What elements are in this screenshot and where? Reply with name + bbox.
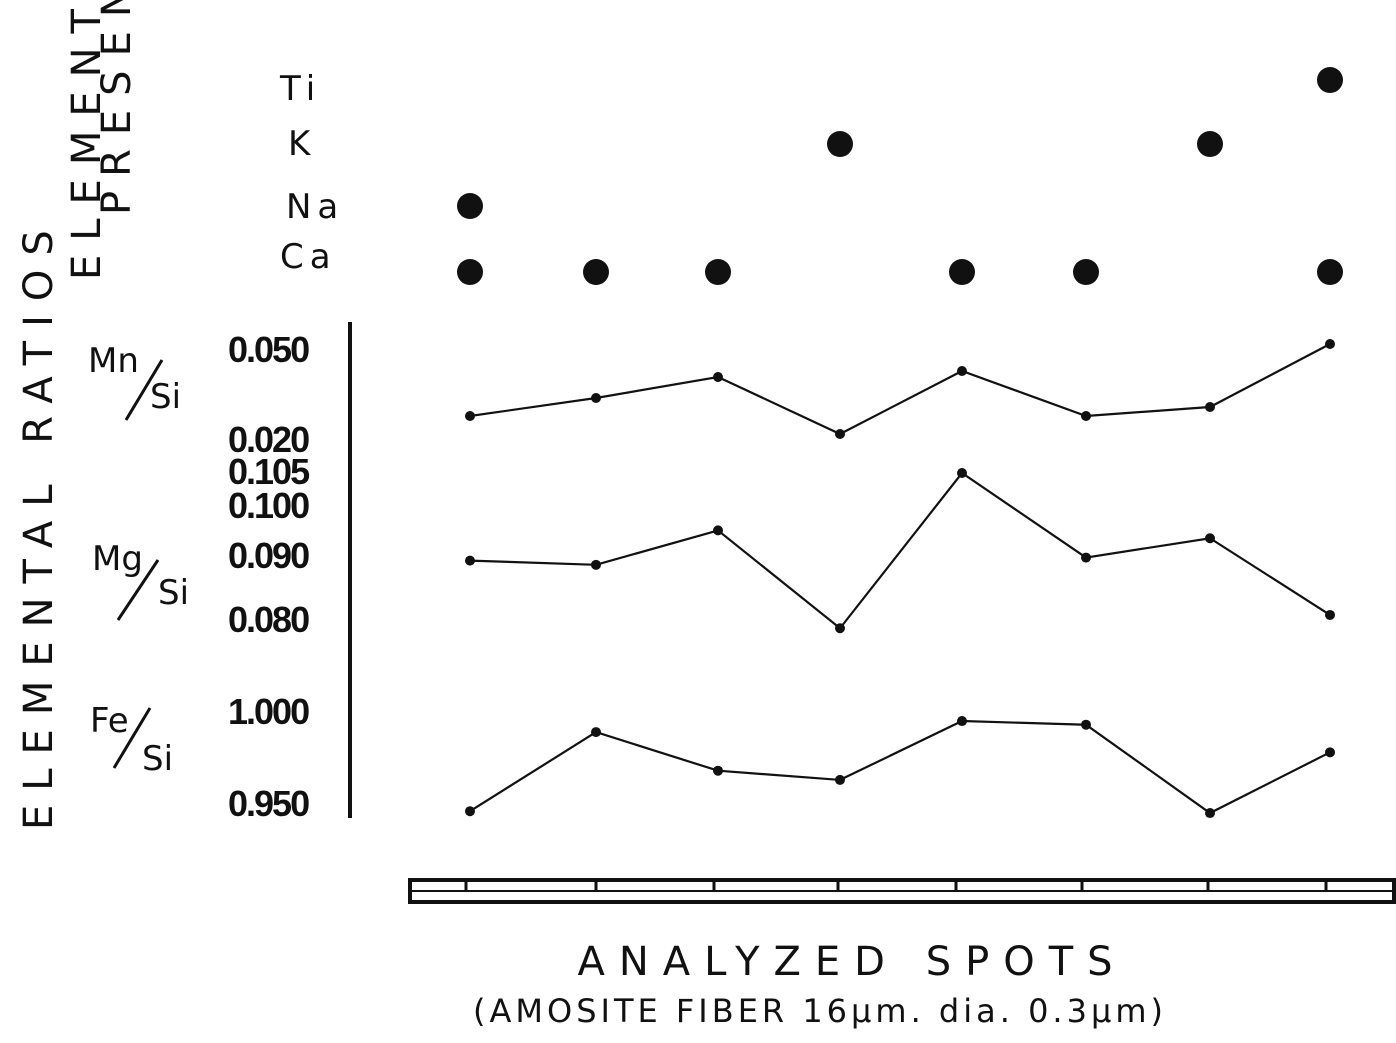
ratio-num-mn: Mn xyxy=(88,341,139,381)
y-axis-title: ELEMENTAL RATIOS xyxy=(16,216,62,830)
tick-mg-0080: 0.080 xyxy=(228,599,309,640)
data-point-mn-spot-2 xyxy=(591,393,601,403)
ratio-num-mg: Mg xyxy=(92,539,143,579)
element-dot-k-spot-7 xyxy=(1197,131,1223,157)
data-point-fe-spot-1 xyxy=(465,806,475,817)
element-dot-ca-spot-1 xyxy=(457,259,483,285)
elements-title-line1: ELEMENTS xyxy=(64,0,110,280)
ratio-den-si: Si xyxy=(150,377,181,417)
data-point-fe-spot-5 xyxy=(957,716,967,727)
series-lines xyxy=(465,339,1335,819)
data-point-mn-spot-4 xyxy=(835,429,845,439)
data-point-mg-spot-2 xyxy=(591,559,601,570)
elements-title-line2: PRESENT xyxy=(94,0,140,215)
data-point-fe-spot-8 xyxy=(1325,747,1335,758)
tick-mg-0090: 0.090 xyxy=(228,535,309,576)
series-line-mg-si xyxy=(469,471,1331,630)
data-point-mg-spot-8 xyxy=(1325,609,1335,620)
element-label-k: K xyxy=(288,124,316,164)
ratio-slash xyxy=(124,359,164,421)
data-point-mn-spot-6 xyxy=(1081,411,1091,421)
series-line-fe-si xyxy=(469,719,1331,815)
element-dots xyxy=(457,67,1343,285)
ratio-label-mn-si: Mn Si xyxy=(88,341,181,421)
ratio-label-mg-si: Mg Si xyxy=(92,539,189,621)
data-point-mn-spot-3 xyxy=(713,372,723,382)
element-label-ca: Ca xyxy=(280,237,337,277)
ratio-den-si: Si xyxy=(158,573,189,613)
tick-mg-0105: 0.105 xyxy=(228,451,310,492)
element-dot-ca-spot-8 xyxy=(1317,259,1343,285)
data-point-mg-spot-3 xyxy=(713,525,723,536)
data-point-mg-spot-4 xyxy=(835,623,845,634)
element-dot-na-spot-1 xyxy=(457,193,483,219)
tick-fe-1000: 1.000 xyxy=(228,691,309,732)
element-label-ti: Ti xyxy=(279,69,321,109)
element-dot-ca-spot-3 xyxy=(705,259,731,285)
tick-mn-0020: 0.020 xyxy=(228,419,309,460)
element-dot-ca-spot-2 xyxy=(583,259,609,285)
ratio-slash xyxy=(116,559,160,621)
ratio-num-fe: Fe xyxy=(90,701,129,741)
element-label-na: Na xyxy=(286,187,344,227)
data-point-fe-spot-7 xyxy=(1205,808,1215,819)
data-point-mn-spot-1 xyxy=(465,411,475,421)
data-point-mn-spot-7 xyxy=(1205,402,1215,412)
analyzed-spots-bar xyxy=(408,878,1396,904)
data-point-fe-spot-6 xyxy=(1081,719,1091,730)
x-axis-title: ANALYZED SPOTS xyxy=(577,939,1126,985)
data-point-mg-spot-6 xyxy=(1081,552,1091,563)
element-dot-k-spot-4 xyxy=(827,131,853,157)
x-axis-subtitle: (AMOSITE FIBER 16µm. dia. 0.3µm) xyxy=(473,992,1167,1030)
data-point-mn-spot-5 xyxy=(957,366,967,376)
element-dot-ca-spot-6 xyxy=(1073,259,1099,285)
data-point-mn-spot-8 xyxy=(1325,339,1335,349)
tick-fe-0950: 0.950 xyxy=(228,783,309,824)
data-point-fe-spot-3 xyxy=(713,765,723,776)
data-point-fe-spot-4 xyxy=(835,774,845,785)
element-dot-ti-spot-8 xyxy=(1317,67,1343,93)
ratio-slash xyxy=(112,707,152,769)
data-point-mg-spot-5 xyxy=(957,468,967,479)
ratio-den-si: Si xyxy=(142,739,173,779)
series-line-mn-si xyxy=(469,343,1331,436)
data-point-fe-spot-2 xyxy=(591,727,601,738)
tick-mn-0050: 0.050 xyxy=(228,329,309,370)
data-point-mg-spot-7 xyxy=(1205,533,1215,544)
element-dot-ca-spot-5 xyxy=(949,259,975,285)
tick-mg-0100: 0.100 xyxy=(228,485,309,526)
data-point-mg-spot-1 xyxy=(465,555,475,566)
ratio-label-fe-si: Fe Si xyxy=(90,701,173,779)
